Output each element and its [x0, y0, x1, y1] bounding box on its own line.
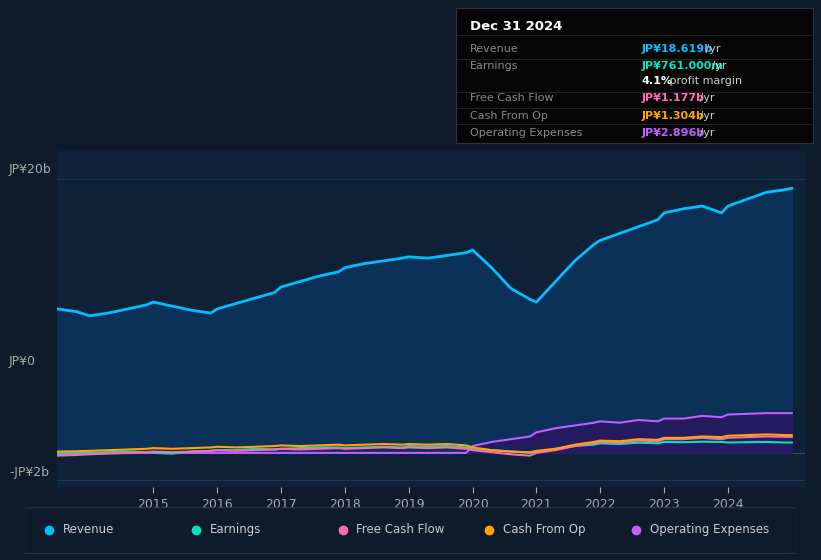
- Text: Revenue: Revenue: [470, 44, 519, 54]
- Text: Free Cash Flow: Free Cash Flow: [356, 523, 445, 536]
- Text: /yr: /yr: [696, 111, 714, 121]
- Text: /yr: /yr: [696, 94, 714, 104]
- Text: Earnings: Earnings: [210, 523, 261, 536]
- Text: Operating Expenses: Operating Expenses: [649, 523, 769, 536]
- Text: Operating Expenses: Operating Expenses: [470, 128, 582, 138]
- Text: -JP¥2b: -JP¥2b: [9, 466, 49, 479]
- Text: Dec 31 2024: Dec 31 2024: [470, 21, 562, 34]
- Text: JP¥1.177b: JP¥1.177b: [641, 94, 704, 104]
- Text: /yr: /yr: [696, 128, 714, 138]
- Text: Revenue: Revenue: [63, 523, 115, 536]
- Text: /yr: /yr: [709, 61, 727, 71]
- Text: /yr: /yr: [702, 44, 721, 54]
- Text: JP¥18.619b: JP¥18.619b: [641, 44, 713, 54]
- Text: 4.1%: 4.1%: [641, 76, 672, 86]
- Text: Earnings: Earnings: [470, 61, 518, 71]
- Text: JP¥2.896b: JP¥2.896b: [641, 128, 704, 138]
- Text: JP¥0: JP¥0: [9, 354, 36, 368]
- Text: Free Cash Flow: Free Cash Flow: [470, 94, 553, 104]
- Text: Cash From Op: Cash From Op: [503, 523, 585, 536]
- Text: JP¥1.304b: JP¥1.304b: [641, 111, 704, 121]
- Text: profit margin: profit margin: [666, 76, 742, 86]
- Text: JP¥20b: JP¥20b: [9, 163, 52, 176]
- Text: JP¥761.000m: JP¥761.000m: [641, 61, 723, 71]
- Text: Cash From Op: Cash From Op: [470, 111, 548, 121]
